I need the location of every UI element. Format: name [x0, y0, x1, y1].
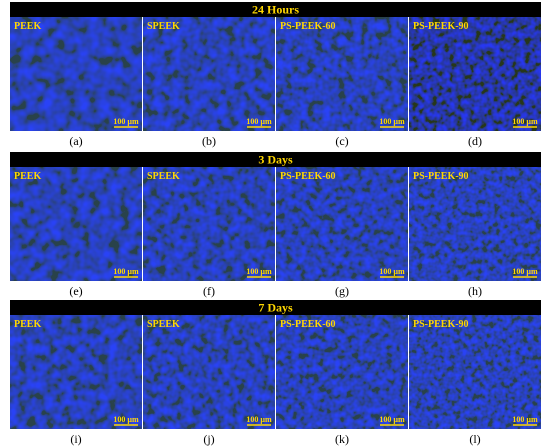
row-title: 7 Days — [258, 301, 293, 315]
micrograph — [276, 315, 408, 429]
row-title: 3 Days — [258, 153, 293, 167]
panel-caption: (h) — [468, 284, 482, 298]
micrograph — [10, 315, 142, 429]
panel-label: PS-PEEK-60 — [280, 319, 336, 330]
micrograph — [409, 315, 541, 429]
panel-label: PS-PEEK-90 — [413, 171, 469, 182]
panel-label: PEEK — [14, 171, 41, 182]
scale-label: 100 µm — [113, 267, 139, 276]
scale-label: 100 µm — [512, 117, 538, 126]
panel-caption: (i) — [70, 432, 81, 446]
header-bar — [10, 2, 541, 17]
panel-caption: (k) — [335, 432, 349, 446]
panel-caption: (j) — [203, 432, 214, 446]
scale-label: 100 µm — [512, 267, 538, 276]
panel-caption: (l) — [469, 432, 480, 446]
panel-label: SPEEK — [147, 319, 180, 330]
scale-label: 100 µm — [246, 117, 272, 126]
panel-caption: (g) — [335, 284, 349, 298]
micrograph — [10, 167, 142, 281]
scale-label: 100 µm — [113, 415, 139, 424]
micrograph — [143, 315, 275, 429]
scale-label: 100 µm — [379, 415, 405, 424]
panel-label: SPEEK — [147, 171, 180, 182]
scale-label: 100 µm — [512, 415, 538, 424]
panel-caption: (f) — [203, 284, 215, 298]
micrograph — [409, 17, 541, 131]
panel-label: PS-PEEK-90 — [413, 319, 469, 330]
panel-label: PS-PEEK-60 — [280, 171, 336, 182]
panel-label: PS-PEEK-60 — [280, 21, 336, 32]
row-title: 24 Hours — [252, 3, 299, 17]
micrograph — [409, 167, 541, 281]
micrograph — [143, 167, 275, 281]
scale-label: 100 µm — [379, 267, 405, 276]
micrograph — [10, 17, 142, 131]
micrograph — [276, 17, 408, 131]
micrograph — [143, 17, 275, 131]
panel-caption: (b) — [202, 134, 216, 148]
panel-label: PEEK — [14, 21, 41, 32]
panel-caption: (c) — [335, 134, 348, 148]
panel-caption: (d) — [468, 134, 482, 148]
scale-label: 100 µm — [246, 415, 272, 424]
scale-label: 100 µm — [113, 117, 139, 126]
scale-label: 100 µm — [379, 117, 405, 126]
panel-caption: (e) — [69, 284, 82, 298]
panel-label: PEEK — [14, 319, 41, 330]
panel-label: SPEEK — [147, 21, 180, 32]
panel-caption: (a) — [69, 134, 82, 148]
scale-label: 100 µm — [246, 267, 272, 276]
header-bar — [10, 300, 541, 315]
micrograph — [276, 167, 408, 281]
panel-label: PS-PEEK-90 — [413, 21, 469, 32]
header-bar — [10, 152, 541, 167]
